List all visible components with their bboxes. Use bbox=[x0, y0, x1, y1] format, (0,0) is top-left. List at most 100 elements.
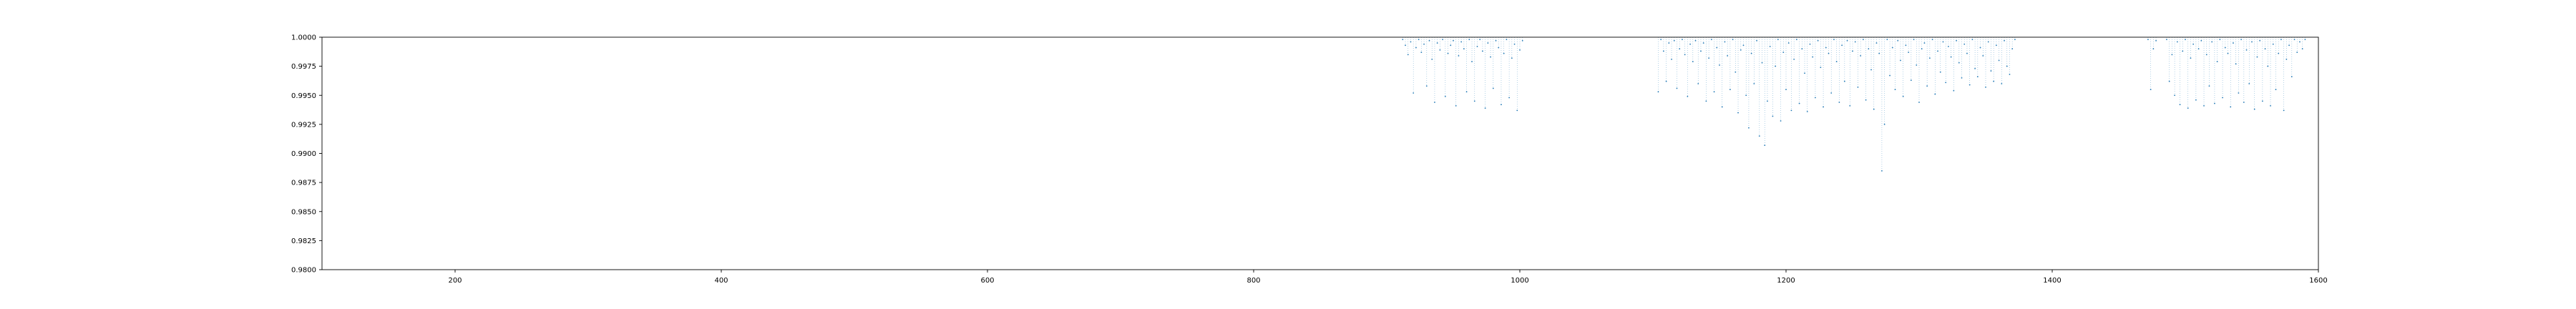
data-point bbox=[2238, 92, 2240, 94]
data-point bbox=[1513, 43, 1516, 45]
data-point bbox=[1453, 39, 1454, 41]
data-point bbox=[1923, 42, 1926, 44]
data-point bbox=[1873, 108, 1875, 110]
data-point bbox=[1665, 80, 1667, 82]
data-point bbox=[1828, 52, 1830, 54]
data-point bbox=[1428, 39, 1430, 41]
data-point bbox=[1402, 39, 1404, 41]
data-point bbox=[1463, 48, 1465, 50]
data-point bbox=[1692, 61, 1694, 63]
data-point bbox=[1727, 55, 1729, 57]
x-tick-label: 1000 bbox=[1511, 277, 1528, 285]
data-point bbox=[1420, 52, 1423, 54]
y-tick-label: 0.9925 bbox=[291, 121, 316, 129]
data-point bbox=[1857, 86, 1859, 88]
data-point bbox=[2203, 104, 2205, 107]
data-point bbox=[1772, 115, 1774, 117]
data-point bbox=[1413, 92, 1415, 94]
y-tick-label: 0.9900 bbox=[291, 150, 316, 158]
data-point bbox=[1745, 94, 1747, 97]
data-point bbox=[1476, 46, 1478, 47]
data-point bbox=[1846, 39, 1848, 41]
data-point bbox=[2261, 100, 2263, 102]
y-tick-label: 0.9825 bbox=[291, 237, 316, 245]
data-point bbox=[1450, 44, 1452, 46]
data-point bbox=[2290, 76, 2293, 78]
data-point bbox=[1423, 43, 1425, 45]
y-tick-label: 1.0000 bbox=[291, 34, 316, 42]
data-point bbox=[2152, 48, 2155, 50]
data-point bbox=[1881, 170, 1883, 172]
data-point bbox=[1671, 58, 1672, 60]
data-point bbox=[1889, 74, 1890, 77]
data-point bbox=[1662, 50, 1664, 52]
x-tick-label: 600 bbox=[980, 277, 994, 285]
data-point bbox=[1519, 49, 1521, 51]
data-point bbox=[1809, 43, 1811, 45]
data-point bbox=[2171, 54, 2173, 56]
data-point bbox=[1971, 39, 1974, 41]
data-point bbox=[2174, 94, 2176, 97]
data-point bbox=[1820, 67, 1822, 69]
data-point bbox=[2285, 58, 2288, 60]
data-point bbox=[1865, 99, 1867, 101]
data-point bbox=[1694, 39, 1697, 41]
data-point bbox=[1506, 39, 1508, 41]
data-point bbox=[2214, 102, 2215, 104]
data-point bbox=[2219, 39, 2221, 41]
data-point bbox=[1787, 42, 1790, 44]
data-point bbox=[1928, 57, 1931, 59]
data-point bbox=[1875, 42, 1878, 44]
data-point bbox=[1458, 55, 1460, 57]
data-point bbox=[2278, 52, 2280, 54]
data-point bbox=[2293, 39, 2296, 41]
data-point bbox=[1982, 55, 1984, 57]
data-point bbox=[1460, 41, 1463, 43]
plot-frame bbox=[321, 36, 2319, 270]
data-point bbox=[1777, 39, 1779, 41]
data-point bbox=[1775, 65, 1777, 67]
data-point bbox=[1702, 42, 1704, 44]
data-point bbox=[1490, 56, 1491, 58]
data-point bbox=[1801, 48, 1803, 50]
data-point bbox=[1860, 55, 1862, 57]
data-point bbox=[1735, 71, 1737, 73]
data-point bbox=[1729, 89, 1731, 91]
data-point bbox=[1436, 42, 1438, 44]
x-tick-label: 1200 bbox=[1777, 277, 1795, 285]
data-point bbox=[2155, 39, 2157, 41]
data-point bbox=[1668, 42, 1670, 44]
data-point bbox=[1963, 43, 1966, 45]
data-point bbox=[2288, 44, 2290, 46]
data-point bbox=[1854, 41, 1856, 43]
data-point bbox=[1471, 61, 1473, 63]
x-tick-label: 800 bbox=[1246, 277, 1260, 285]
data-point bbox=[1657, 91, 1659, 93]
data-point bbox=[1689, 43, 1691, 45]
data-point bbox=[1817, 39, 1819, 41]
data-point bbox=[1708, 57, 1710, 59]
data-point bbox=[2195, 99, 2197, 101]
data-point bbox=[1737, 112, 1739, 114]
data-point bbox=[2001, 83, 2003, 84]
data-point bbox=[1684, 54, 1686, 56]
data-point bbox=[1484, 107, 1486, 109]
data-point bbox=[2011, 48, 2014, 50]
data-point bbox=[1990, 70, 1992, 72]
data-point bbox=[1870, 69, 1872, 71]
data-point bbox=[2251, 41, 2253, 43]
data-point bbox=[2190, 57, 2192, 59]
data-point bbox=[1974, 67, 1976, 69]
data-point bbox=[1415, 46, 1417, 49]
data-point bbox=[2248, 83, 2250, 84]
data-point bbox=[1883, 123, 1885, 125]
y-tick-label: 0.9975 bbox=[291, 63, 316, 71]
data-point bbox=[1785, 89, 1787, 91]
data-point bbox=[2179, 104, 2181, 106]
data-point bbox=[2176, 41, 2178, 43]
x-tick-label: 1600 bbox=[2309, 277, 2327, 285]
data-point bbox=[1410, 41, 1412, 43]
data-point bbox=[1767, 100, 1768, 102]
data-point bbox=[1508, 97, 1511, 99]
data-point bbox=[2182, 50, 2184, 52]
